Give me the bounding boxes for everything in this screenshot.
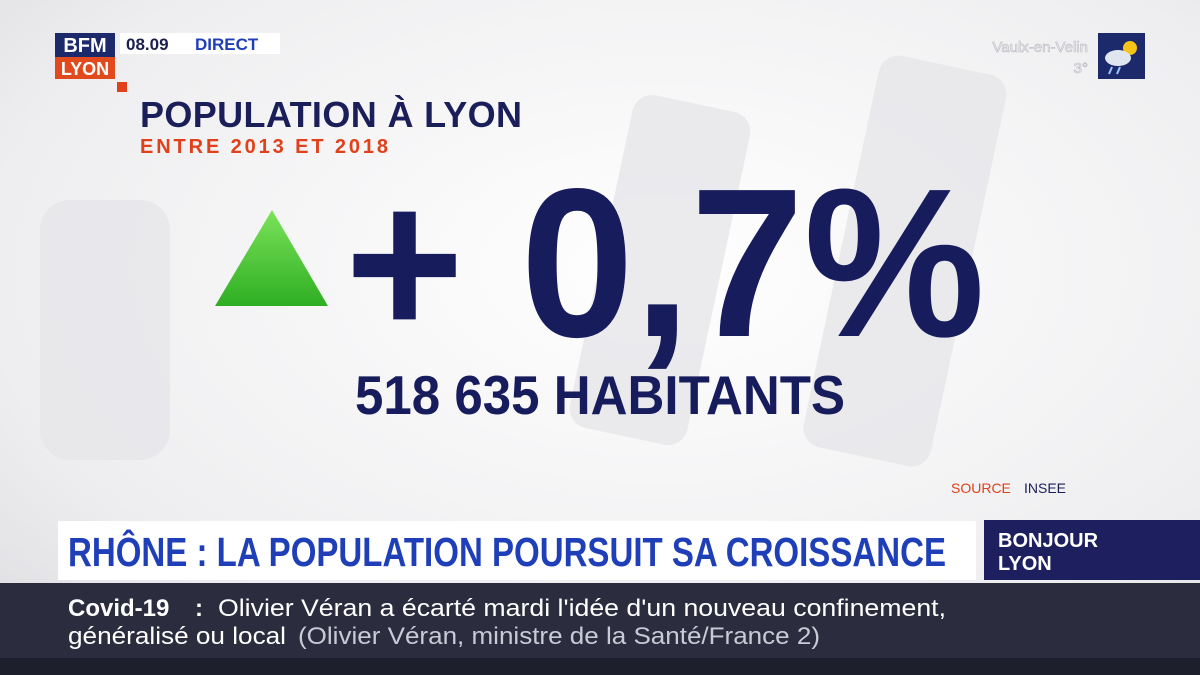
- up-arrow: [215, 210, 328, 306]
- clock-bg: [120, 33, 280, 54]
- logo-top-bg: [55, 33, 115, 57]
- ticker-topic: Covid-19: [68, 595, 169, 622]
- ticker-line2: généralisé ou local: [68, 623, 286, 650]
- title-marker: [117, 82, 127, 92]
- program-bg: [984, 520, 1200, 580]
- source-name: INSEE: [1024, 480, 1066, 496]
- watermark: [40, 55, 1007, 467]
- graphic-title: POPULATION À LYON: [140, 94, 522, 135]
- clock-status: DIRECT: [195, 35, 259, 54]
- change-value: + 0,7%: [345, 144, 985, 381]
- logo-bottom: LYON: [61, 59, 109, 79]
- clock-time: 08.09: [126, 35, 169, 54]
- headline: RHÔNE : LA POPULATION POURSUIT SA CROISS…: [68, 529, 946, 575]
- population-value: 518 635 HABITANTS: [355, 364, 845, 426]
- logo-bottom-bg: [55, 57, 115, 79]
- weather-place: Vaulx-en-Velin: [992, 39, 1088, 56]
- program-line1: BONJOUR: [998, 530, 1099, 552]
- ticker-attribution: (Olivier Véran, ministre de la Santé/Fra…: [298, 623, 820, 650]
- logo-top: BFM: [63, 35, 106, 57]
- ticker-line1: Olivier Véran a écarté mardi l'idée d'un…: [218, 595, 946, 622]
- headline-bg: [58, 521, 976, 580]
- ticker-footer: [0, 658, 1200, 675]
- weather-temperature: 3°: [1074, 60, 1088, 77]
- weather-icon: [1098, 33, 1145, 79]
- source-label: SOURCE: [951, 480, 1011, 496]
- ticker-bg: [0, 583, 1200, 658]
- graphic-subtitle: ENTRE 2013 ET 2018: [140, 136, 388, 158]
- ticker-separator: :: [195, 595, 203, 622]
- program-line2: LYON: [998, 553, 1052, 575]
